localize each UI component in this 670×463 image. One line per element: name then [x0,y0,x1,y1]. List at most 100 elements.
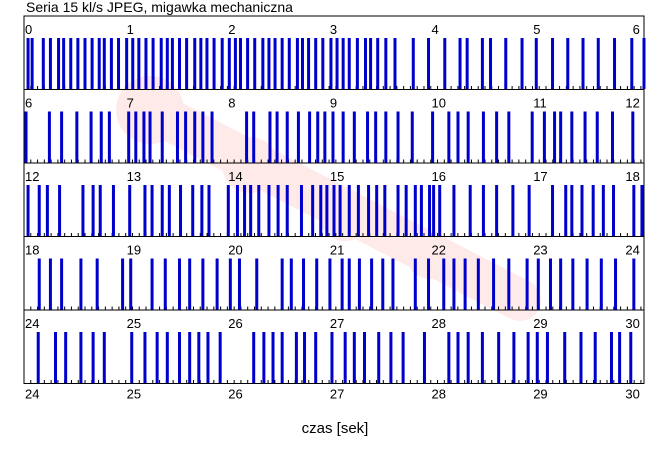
frame-bar [193,111,197,163]
frame-bar [393,38,397,89]
tick-label: 9 [330,96,337,111]
tick-label: 27 [330,387,344,402]
frame-bar [314,332,318,383]
frame-bar [328,258,332,310]
frame-bar [442,258,446,310]
tick-label: 2 [228,22,235,37]
frame-bar [489,38,493,89]
frame-bar [481,111,485,163]
frame-bar [24,111,28,163]
frame-bar [366,111,370,163]
frame-bar [504,38,508,89]
frame-bar [315,258,319,310]
frame-bar [526,332,530,383]
frame-bar [237,258,241,310]
tick-label: 28 [432,316,446,331]
frame-bar [374,111,378,163]
frame-bar [410,111,414,163]
frame-bar [599,258,603,310]
frame-bar [321,38,325,89]
frame-bar [227,38,231,89]
frame-bar [246,38,250,89]
frame-bar [41,38,45,89]
frame-bar [614,258,618,310]
frame-bar [252,332,256,383]
frame-bar [370,258,374,310]
frame-bar [207,185,211,236]
frame-bar [201,111,205,163]
frame-bar [62,38,66,89]
frame-bar [243,185,247,236]
frame-bar [314,38,318,89]
frame-bar [352,111,356,163]
frame-bar [295,38,299,89]
tick-label: 19 [127,243,141,258]
frame-bar [612,185,616,236]
frame-bar [83,38,87,89]
tick-label: 14 [228,169,242,184]
frame-bar [384,111,388,163]
frame-bar [551,38,555,89]
frame-bar [571,258,575,310]
frame-bar [618,332,622,383]
frame-bar [495,185,499,236]
frame-bar [170,38,174,89]
frame-bar [330,332,334,383]
frame-bar [438,185,442,236]
frame-bar [188,332,192,383]
tick-label: 30 [625,316,639,331]
frame-bar [57,38,61,89]
frame-bar [632,258,636,310]
tick-label: 30 [625,387,639,402]
frame-bar [570,185,574,236]
tick-label: 16 [432,169,446,184]
frame-bar [60,111,64,163]
frame-bar [566,38,570,89]
frame-bar [60,258,64,310]
frame-bar [134,111,138,163]
frame-bar [271,332,275,383]
frame-bar [609,332,613,383]
frame-bar [579,332,583,383]
tick-label: 25 [127,387,141,402]
frame-bar [595,111,599,163]
frame-bar [411,38,415,89]
frame-bar [205,38,209,89]
tick-label: 22 [432,243,446,258]
frame-bar [495,111,499,163]
frame-bar [280,332,284,383]
frame-bar [287,38,291,89]
frame-bar [275,111,279,163]
frame-bar [534,38,538,89]
frame-bar [299,185,303,236]
frame-bar [591,185,595,236]
frame-bar [37,258,41,310]
frame-bar [64,332,68,383]
frame-bar [332,185,336,236]
frame-bar [276,185,280,236]
frame-bar [184,111,188,163]
x-axis-label: czas [sek] [301,420,369,437]
frame-bar [75,111,79,163]
frame-bar [511,185,515,236]
frame-bar [129,258,133,310]
tick-label: 26 [228,316,242,331]
frame-bar [165,38,169,89]
frame-bar [338,185,342,236]
frame-bar [466,332,470,383]
frame-bar [199,38,203,89]
tick-label: 1 [127,22,134,37]
frame-bar [585,258,589,310]
frame-bar [89,111,93,163]
frame-bar [193,38,197,89]
frame-bar [340,258,344,310]
tick-label: 24 [625,243,639,258]
frame-bar [383,185,387,236]
frame-bar [307,38,311,89]
frame-bar [117,38,121,89]
tick-label: 11 [533,96,547,111]
frame-bar [377,332,381,383]
frame-bar [629,332,633,383]
frame-bar [431,111,435,163]
